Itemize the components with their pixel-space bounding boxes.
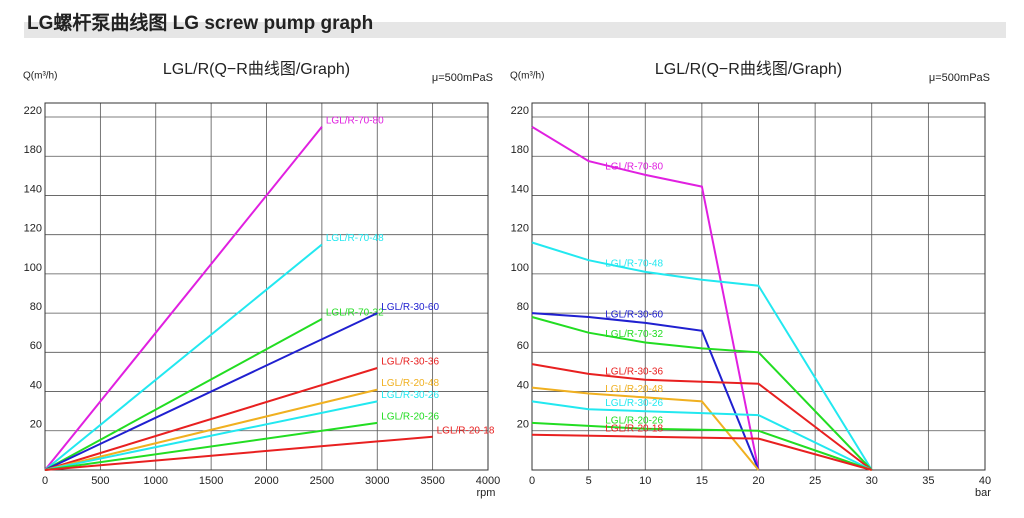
series-line bbox=[44, 312, 378, 471]
y-tick-label: 60 bbox=[517, 340, 529, 352]
x-tick-label: 20 bbox=[752, 475, 764, 487]
y-axis-label: Q(m³/h) bbox=[510, 71, 544, 82]
note: μ=500mPaS bbox=[929, 72, 990, 84]
x-tick-label: 3000 bbox=[365, 475, 389, 487]
y-tick-label: 140 bbox=[511, 183, 529, 195]
series-line bbox=[44, 388, 378, 471]
series-label: LGL/R-20-48 bbox=[381, 378, 439, 389]
series-line bbox=[531, 400, 873, 471]
y-tick-label: 140 bbox=[24, 183, 42, 195]
series-line bbox=[44, 435, 433, 471]
series-label: LGL/R-30-36 bbox=[605, 366, 663, 377]
y-tick-label: 180 bbox=[511, 144, 529, 156]
series-line bbox=[531, 421, 873, 471]
series-label: LGL/R-20-48 bbox=[605, 384, 663, 395]
series-label: LGL/R-70-80 bbox=[326, 115, 384, 126]
x-tick-label: 0 bbox=[42, 475, 48, 487]
series-label: LGL/R-30-26 bbox=[605, 398, 663, 409]
y-tick-label: 20 bbox=[30, 419, 42, 431]
x-axis-label: bar bbox=[975, 487, 991, 499]
series-line bbox=[531, 386, 760, 471]
y-tick-label: 220 bbox=[24, 105, 42, 117]
series-label: LGL/R-20-18 bbox=[437, 425, 495, 436]
series-label: LGL/R-70-48 bbox=[326, 233, 384, 244]
series-label: LGL/R-20-18 bbox=[605, 423, 663, 434]
x-tick-label: 10 bbox=[639, 475, 651, 487]
y-tick-label: 40 bbox=[30, 379, 42, 391]
series-label: LGL/R-30-36 bbox=[381, 357, 439, 368]
header-title: LG螺杆泵曲线图 LG screw pump graph bbox=[27, 11, 373, 34]
y-tick-label: 60 bbox=[30, 340, 42, 352]
y-tick-label: 80 bbox=[30, 301, 42, 313]
y-tick-label: 120 bbox=[511, 223, 529, 235]
series-line bbox=[531, 241, 873, 471]
x-tick-label: 500 bbox=[91, 475, 109, 487]
x-tick-label: 30 bbox=[866, 475, 878, 487]
header-bar bbox=[24, 22, 1006, 38]
series-line bbox=[531, 312, 760, 471]
x-tick-label: 40 bbox=[979, 475, 991, 487]
series-label: LGL/R-70-80 bbox=[605, 161, 663, 172]
y-tick-label: 100 bbox=[24, 262, 42, 274]
x-axis-label: rpm bbox=[477, 487, 496, 499]
series-line bbox=[44, 400, 378, 471]
y-axis-label: Q(m³/h) bbox=[23, 71, 57, 82]
y-tick-label: 40 bbox=[517, 379, 529, 391]
y-tick-label: 120 bbox=[24, 223, 42, 235]
series-line bbox=[44, 318, 323, 471]
x-tick-label: 0 bbox=[529, 475, 535, 487]
note: μ=500mPaS bbox=[432, 72, 493, 84]
x-tick-label: 1500 bbox=[199, 475, 223, 487]
x-tick-label: 15 bbox=[696, 475, 708, 487]
series-line bbox=[531, 316, 873, 471]
x-tick-label: 5 bbox=[586, 475, 592, 487]
series-label: LGL/R-20-26 bbox=[381, 412, 439, 423]
series-line bbox=[44, 126, 323, 471]
y-tick-label: 80 bbox=[517, 301, 529, 313]
series-line bbox=[44, 421, 378, 471]
series-label: LGL/R-70-32 bbox=[605, 329, 663, 340]
series-label: LGL/R-30-60 bbox=[381, 302, 439, 313]
series-line bbox=[44, 367, 378, 471]
series-label: LGL/R-70-48 bbox=[605, 259, 663, 270]
series-label: LGL/R-30-26 bbox=[381, 390, 439, 401]
series-label: LGL/R-70-32 bbox=[326, 308, 384, 319]
x-tick-label: 2000 bbox=[254, 475, 278, 487]
y-tick-label: 220 bbox=[511, 105, 529, 117]
x-tick-label: 1000 bbox=[144, 475, 168, 487]
series-line bbox=[531, 363, 873, 471]
x-tick-label: 3500 bbox=[420, 475, 444, 487]
y-tick-label: 100 bbox=[511, 262, 529, 274]
series-line bbox=[44, 243, 323, 471]
chart-title: LGL/R(Q−R曲线图/Graph) bbox=[163, 60, 350, 78]
y-tick-label: 20 bbox=[517, 419, 529, 431]
series-label: LGL/R-30-60 bbox=[605, 310, 663, 321]
x-tick-label: 2500 bbox=[310, 475, 334, 487]
plot-frame bbox=[44, 102, 489, 471]
chart-title: LGL/R(Q−R曲线图/Graph) bbox=[655, 60, 842, 78]
x-tick-label: 25 bbox=[809, 475, 821, 487]
series-line bbox=[531, 433, 873, 471]
y-tick-label: 180 bbox=[24, 144, 42, 156]
x-tick-label: 35 bbox=[922, 475, 934, 487]
x-tick-label: 4000 bbox=[476, 475, 500, 487]
series-label: LGL/R-20-26 bbox=[605, 415, 663, 426]
